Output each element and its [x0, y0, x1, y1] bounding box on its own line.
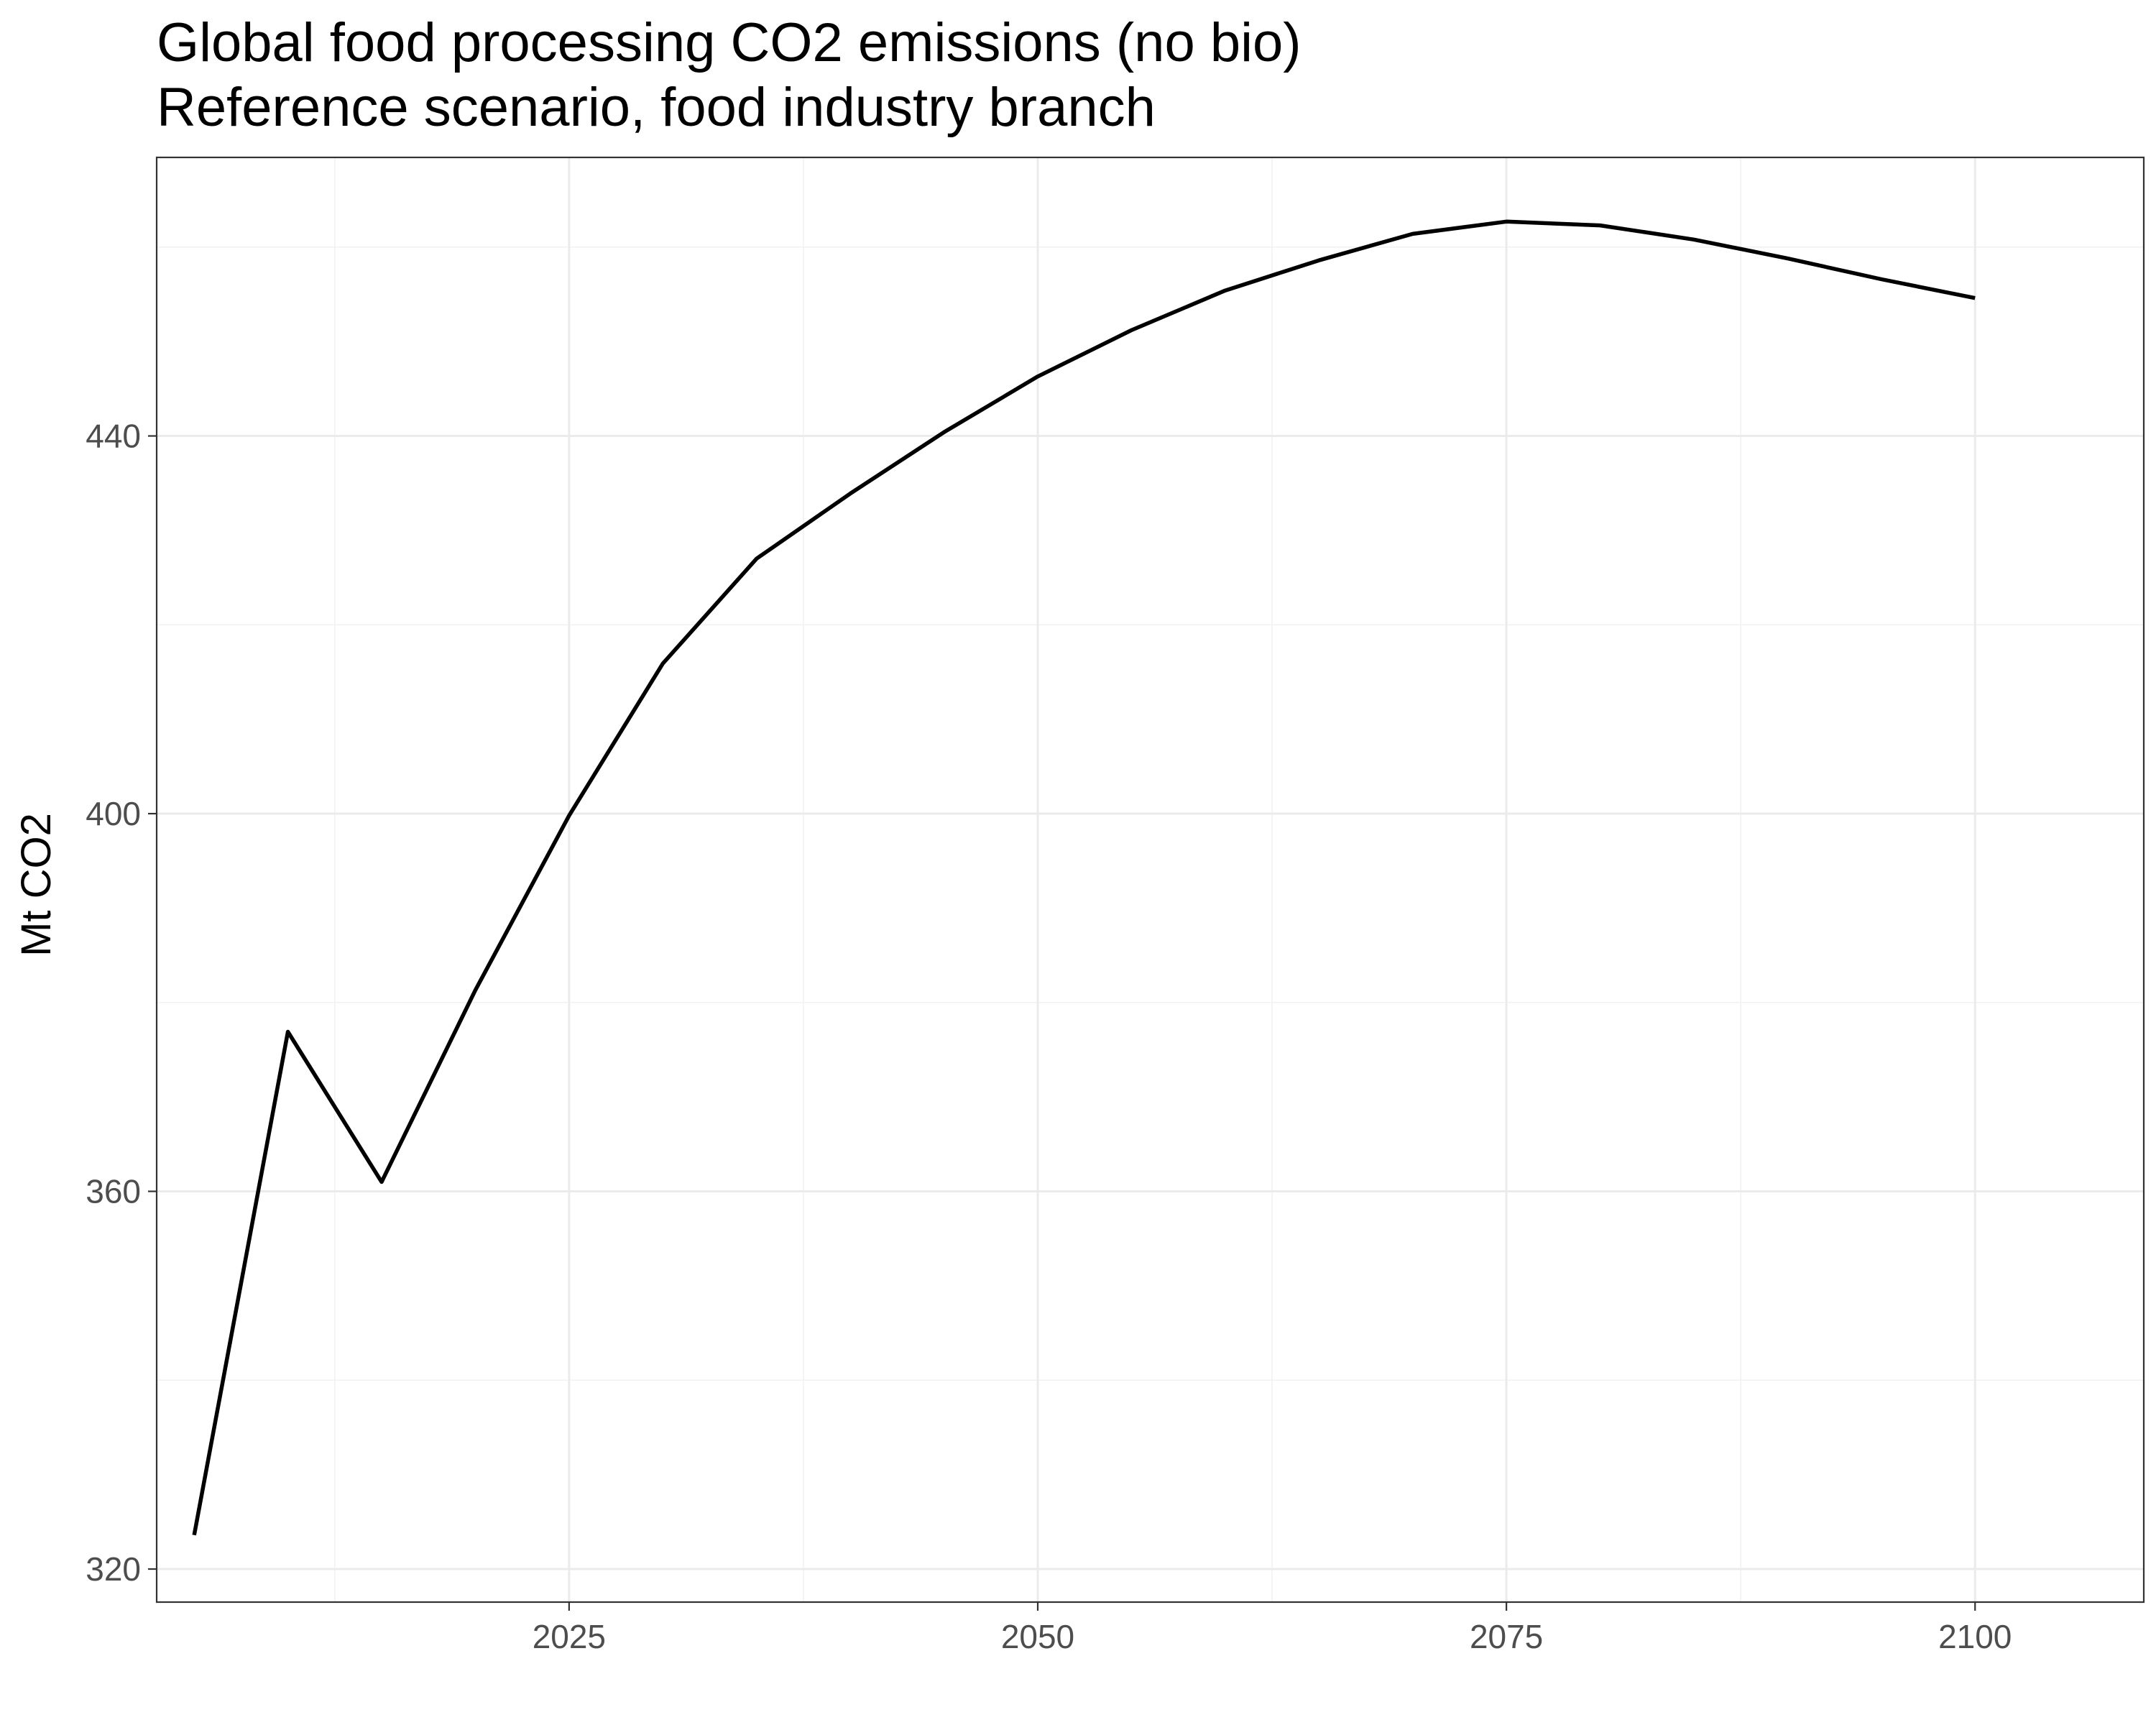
x-axis-ticks: 2025 2050 2075 2100 — [533, 1602, 2012, 1655]
y-tick-label: 400 — [86, 795, 141, 832]
y-tick-label: 360 — [86, 1173, 141, 1210]
series-line — [192, 219, 1976, 1536]
x-tick-label: 2075 — [1470, 1618, 1543, 1655]
y-axis-ticks: 320 360 400 440 — [86, 418, 157, 1588]
y-axis-title: Mt CO2 — [13, 813, 60, 957]
plot-panel-background — [157, 157, 2144, 1602]
chart-title: Global food processing CO2 emissions (no… — [157, 12, 1302, 73]
x-tick-label: 2100 — [1938, 1618, 2012, 1655]
x-tick-label: 2050 — [1001, 1618, 1074, 1655]
y-tick-label: 320 — [86, 1550, 141, 1588]
x-tick-label: 2025 — [533, 1618, 606, 1655]
y-tick-label: 440 — [86, 418, 141, 455]
minor-gridlines — [157, 157, 2144, 1602]
plot-panel-border — [155, 156, 2145, 1604]
major-gridlines — [157, 157, 2144, 1602]
chart-subtitle: Reference scenario, food industry branch — [157, 77, 1156, 138]
